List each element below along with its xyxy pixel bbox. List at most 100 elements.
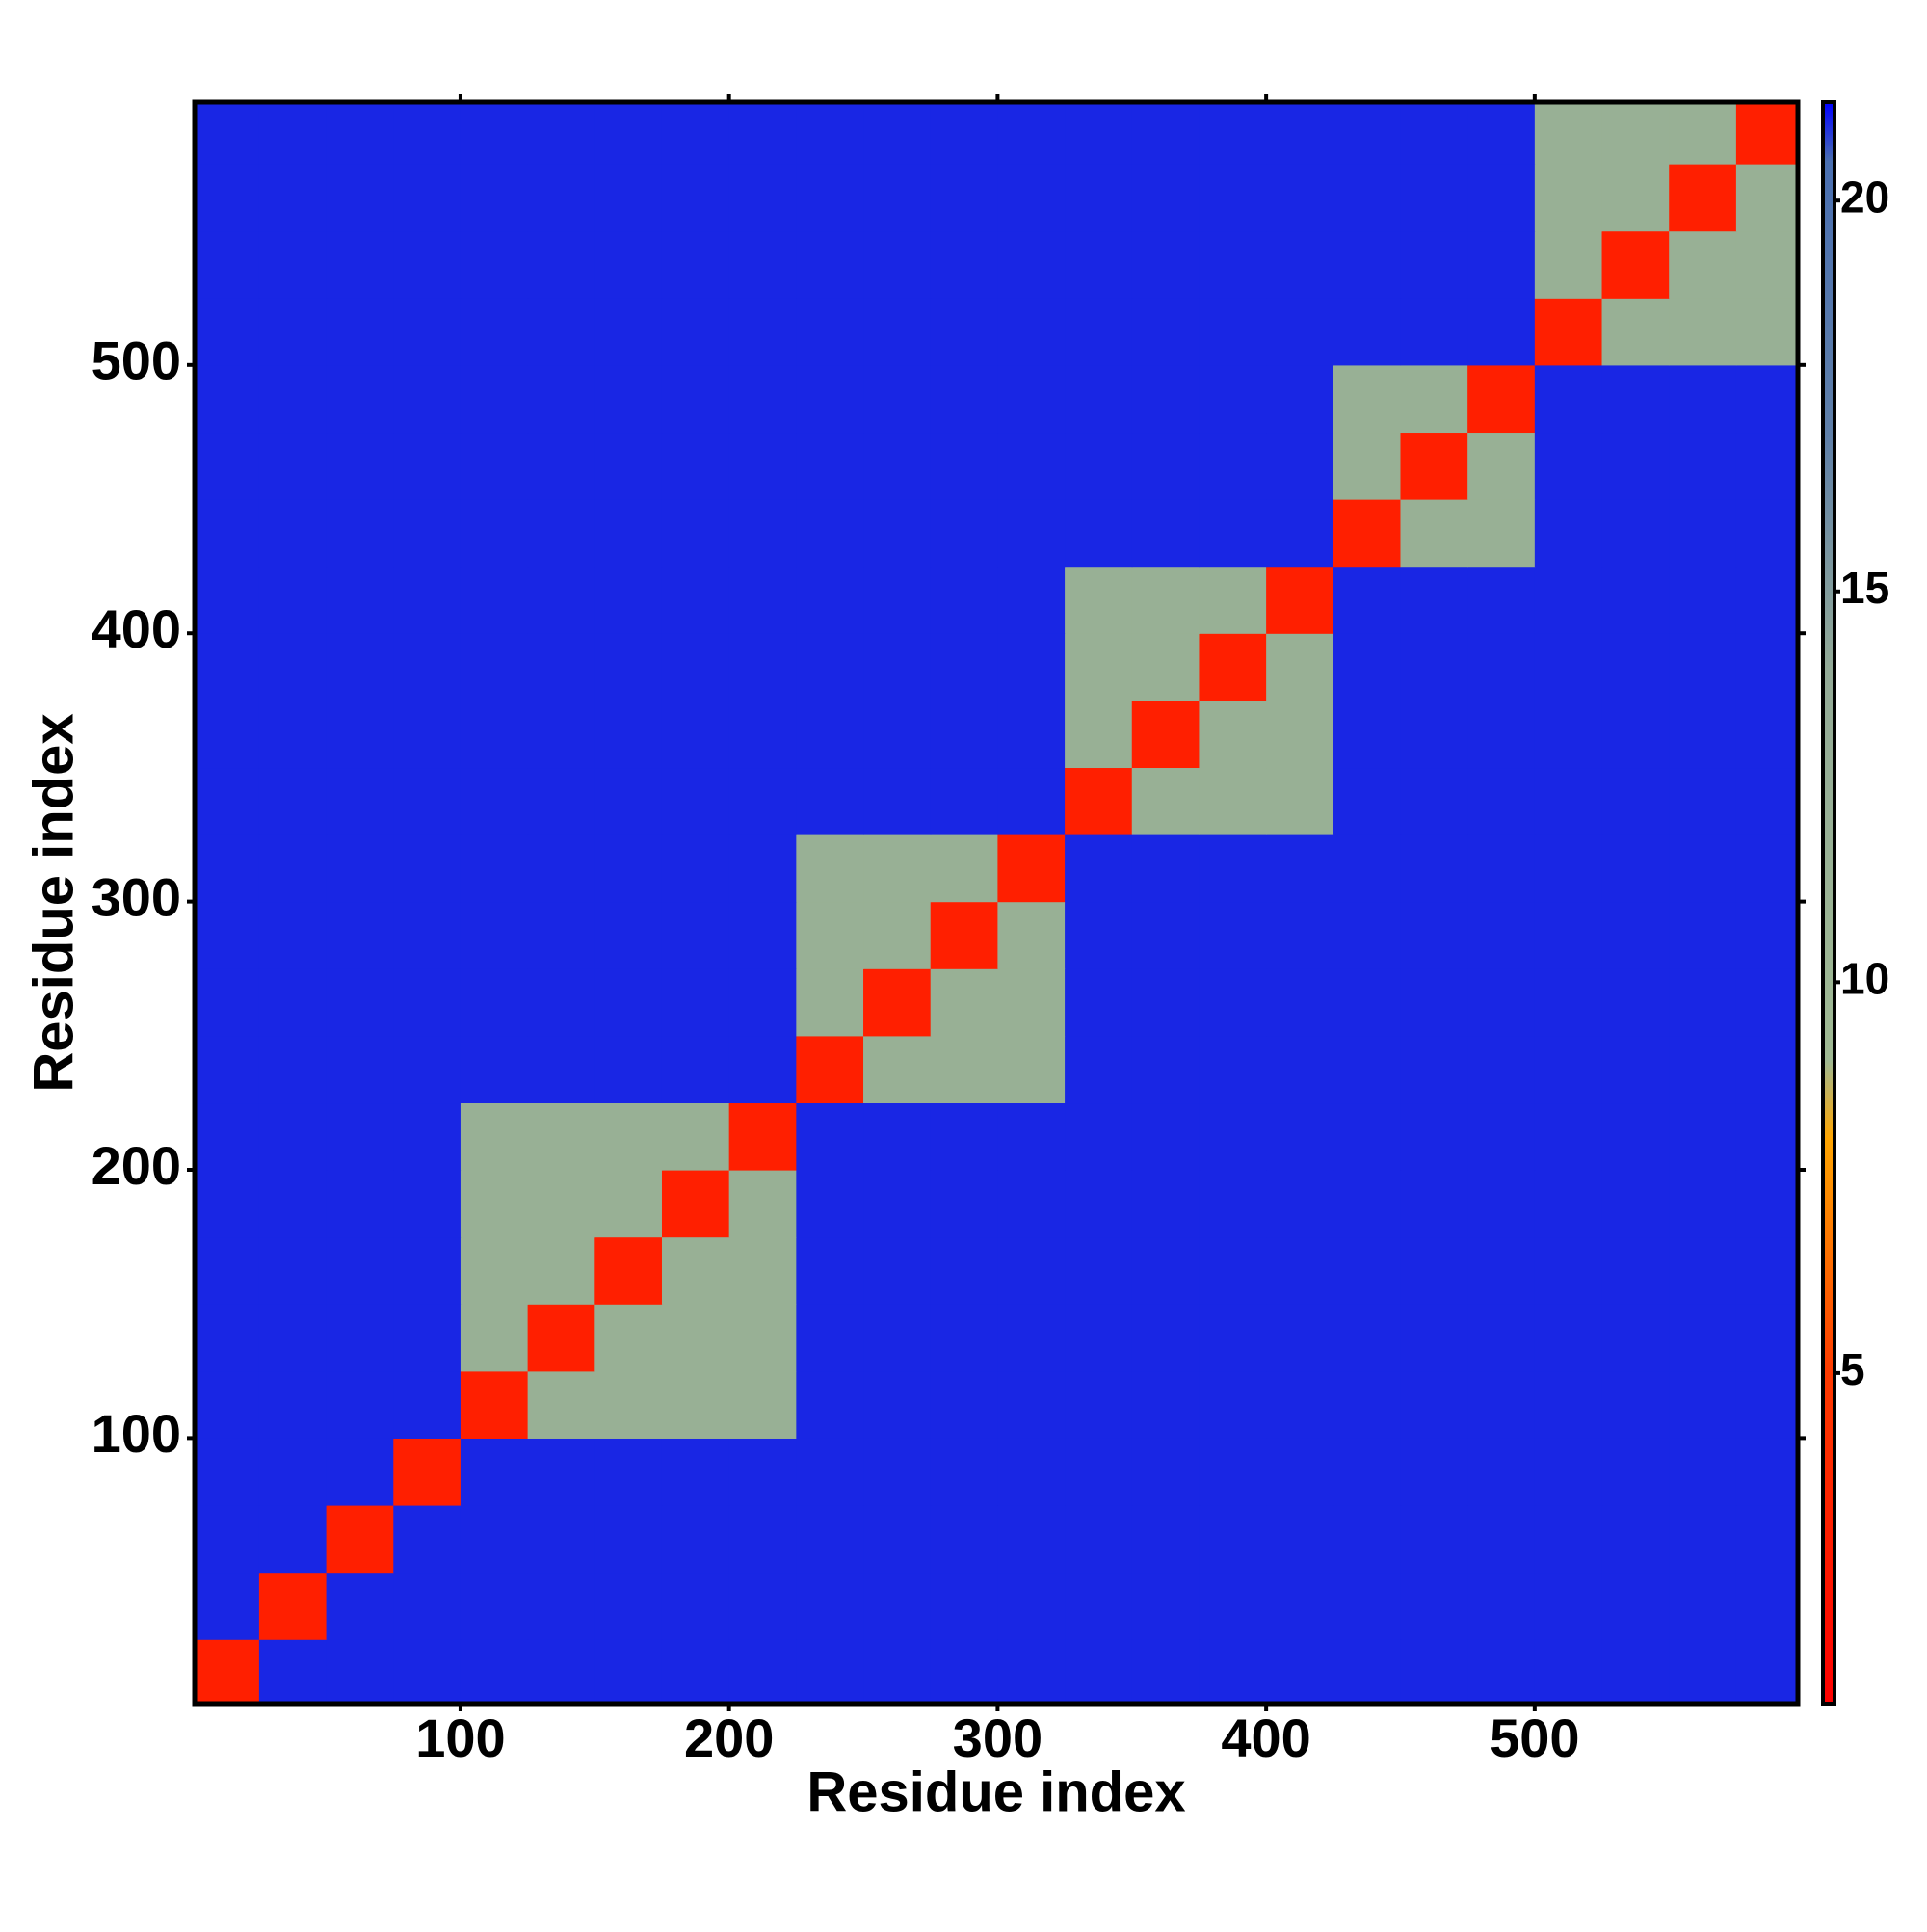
- heatmap-cell: [1669, 834, 1737, 903]
- x-tick-label: 100: [415, 1707, 505, 1768]
- heatmap-cell: [1065, 566, 1133, 634]
- heatmap-cell: [527, 164, 595, 232]
- heatmap-cell: [326, 1639, 394, 1704]
- heatmap-cell: [1601, 834, 1670, 903]
- heatmap-cell: [661, 1236, 730, 1305]
- heatmap-cell: [195, 1438, 260, 1506]
- heatmap-cell: [1199, 700, 1267, 769]
- y-tick-label: 400: [92, 598, 181, 659]
- heatmap-cell: [1065, 1035, 1133, 1104]
- heatmap-cell: [1669, 1035, 1737, 1104]
- heatmap-cell: [258, 364, 328, 434]
- heatmap-cell: [1467, 364, 1536, 434]
- heatmap-cell: [594, 1304, 663, 1372]
- heatmap-cell: [393, 432, 462, 500]
- heatmap-cell: [326, 230, 394, 299]
- heatmap-cell: [1266, 767, 1334, 835]
- heatmap-cell: [258, 1236, 328, 1305]
- heatmap-cell: [1467, 102, 1536, 165]
- heatmap-cell: [863, 1170, 932, 1238]
- heatmap-cell: [1266, 1035, 1334, 1104]
- heatmap-cell: [796, 700, 864, 769]
- heatmap-cell: [1131, 1035, 1201, 1104]
- heatmap-cell: [1534, 834, 1603, 903]
- heatmap-cell: [863, 1639, 932, 1704]
- heatmap-cell: [1065, 230, 1133, 299]
- heatmap-cell: [1266, 230, 1334, 299]
- heatmap-cell: [1735, 633, 1798, 701]
- heatmap-cell: [661, 700, 730, 769]
- heatmap-cell: [393, 364, 462, 434]
- heatmap-cell: [195, 1572, 260, 1640]
- heatmap-cell: [594, 432, 663, 500]
- heatmap-cell: [1266, 499, 1334, 568]
- heatmap-cell: [661, 298, 730, 366]
- heatmap-cell: [393, 834, 462, 903]
- heatmap-cell: [527, 767, 595, 835]
- heatmap-cell: [460, 230, 529, 299]
- heatmap-cell: [460, 499, 529, 568]
- heatmap-cell: [1266, 1304, 1334, 1372]
- heatmap-cell: [1669, 298, 1737, 366]
- heatmap-cell: [195, 298, 260, 366]
- heatmap-cell: [1669, 432, 1737, 500]
- heatmap-cell: [997, 1236, 1066, 1305]
- heatmap-cell: [393, 700, 462, 769]
- heatmap-cell: [1333, 364, 1402, 434]
- heatmap-cell: [997, 633, 1066, 701]
- heatmap-cell: [195, 566, 260, 634]
- y-tick-label: 500: [92, 331, 181, 391]
- heatmap-cell: [930, 700, 998, 769]
- heatmap-cell: [527, 1035, 595, 1104]
- heatmap-cell: [527, 1572, 595, 1640]
- heatmap-cell: [728, 364, 797, 434]
- heatmap-cell: [326, 499, 394, 568]
- heatmap-cell: [1669, 1639, 1737, 1704]
- heatmap-cell: [796, 1572, 864, 1640]
- heatmap-cell: [1735, 901, 1798, 969]
- heatmap-cell: [661, 164, 730, 232]
- heatmap-cell: [258, 633, 328, 701]
- heatmap-cell: [1065, 633, 1133, 701]
- heatmap-cell: [1131, 1304, 1201, 1372]
- heatmap-cell: [1266, 633, 1334, 701]
- heatmap-cell: [1266, 1438, 1334, 1506]
- heatmap-cell: [1601, 1572, 1670, 1640]
- heatmap-cell: [1333, 1035, 1402, 1104]
- heatmap-cell: [728, 968, 797, 1037]
- heatmap-cell: [1400, 767, 1468, 835]
- heatmap-cell: [1333, 1236, 1402, 1305]
- heatmap-cell: [258, 298, 328, 366]
- x-tick-label: 200: [684, 1707, 774, 1768]
- heatmap-cell: [1065, 901, 1133, 969]
- heatmap-cell: [930, 102, 998, 165]
- heatmap-cell: [1467, 432, 1536, 500]
- heatmap-cell: [1669, 1102, 1737, 1171]
- heatmap-cell: [997, 499, 1066, 568]
- heatmap-cell: [1065, 298, 1133, 366]
- heatmap-cell: [796, 1102, 864, 1171]
- heatmap-cell: [1534, 968, 1603, 1037]
- heatmap-cell: [1400, 298, 1468, 366]
- heatmap-cell: [1333, 633, 1402, 701]
- heatmap-cell: [195, 230, 260, 299]
- heatmap-cell: [594, 364, 663, 434]
- heatmap-cell: [1534, 700, 1603, 769]
- colorbar: [1821, 100, 1836, 1706]
- heatmap-cell: [997, 164, 1066, 232]
- heatmap-cell: [661, 1438, 730, 1506]
- heatmap-cell: [1065, 1639, 1133, 1704]
- heatmap-cell: [460, 102, 529, 165]
- heatmap-cell: [863, 968, 932, 1037]
- heatmap-cell: [594, 298, 663, 366]
- heatmap-cell: [1065, 1236, 1133, 1305]
- heatmap-cell: [1266, 1236, 1334, 1305]
- heatmap-cell: [1735, 1102, 1798, 1171]
- heatmap-cell: [1065, 432, 1133, 500]
- heatmap-cell: [326, 700, 394, 769]
- heatmap-cell: [1199, 102, 1267, 165]
- heatmap-cell: [1131, 499, 1201, 568]
- y-tick-label: 100: [92, 1403, 181, 1464]
- heatmap-cell: [728, 1035, 797, 1104]
- heatmap-cell: [1333, 432, 1402, 500]
